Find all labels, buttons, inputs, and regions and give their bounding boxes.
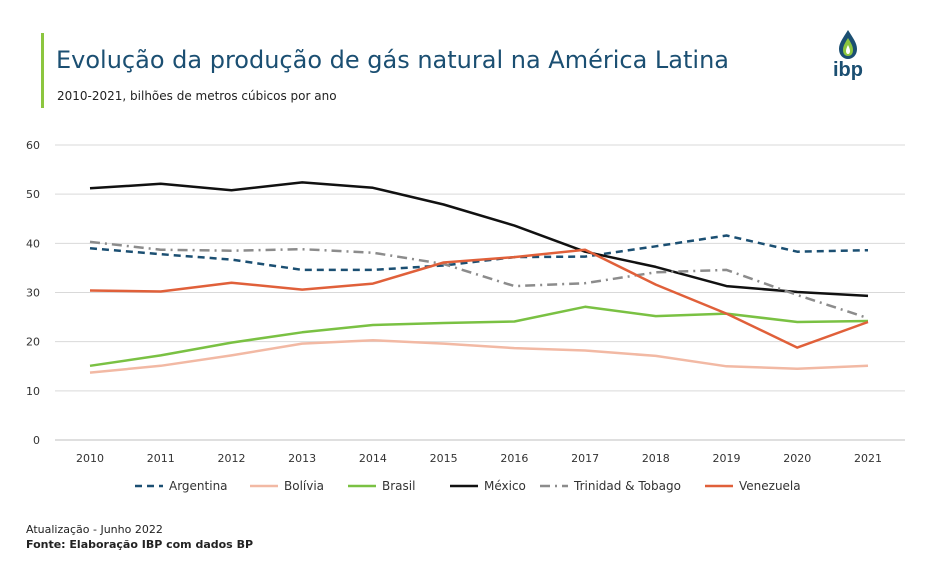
logo-wordmark: ibp	[833, 59, 863, 81]
x-tick-label: 2020	[783, 452, 811, 465]
legend-label-brasil: Brasil	[382, 479, 415, 493]
legend-label-argentina: Argentina	[169, 479, 228, 493]
x-tick-label: 2015	[430, 452, 458, 465]
legend-label-venezuela: Venezuela	[739, 479, 801, 493]
legend-label-mexico: México	[484, 479, 526, 493]
x-tick-label: 2017	[571, 452, 599, 465]
x-tick-label: 2011	[147, 452, 175, 465]
ibp-logo: ibp	[826, 28, 870, 84]
y-tick-label: 60	[26, 139, 40, 152]
x-tick-label: 2019	[713, 452, 741, 465]
x-tick-label: 2012	[217, 452, 245, 465]
y-tick-label: 40	[26, 237, 40, 250]
y-tick-label: 50	[26, 188, 40, 201]
update-note: Atualização - Junho 2022	[26, 523, 163, 536]
x-tick-label: 2014	[359, 452, 387, 465]
x-tick-label: 2013	[288, 452, 316, 465]
x-tick-label: 2018	[642, 452, 670, 465]
series-line-argentina	[89, 234, 869, 272]
series-line-brasil	[89, 305, 869, 368]
chart-subtitle: 2010-2021, bilhões de metros cúbicos por…	[57, 89, 337, 103]
y-tick-label: 10	[26, 385, 40, 398]
y-tick-label: 0	[33, 434, 40, 447]
y-tick-label: 30	[26, 287, 40, 300]
series-line-venezuela	[89, 248, 869, 349]
legend-label-bolivia: Bolívia	[284, 479, 324, 493]
x-tick-label: 2010	[76, 452, 104, 465]
y-tick-label: 20	[26, 336, 40, 349]
series-line-trinidad-tobago	[89, 240, 869, 320]
x-tick-label: 2016	[500, 452, 528, 465]
x-tick-label: 2021	[854, 452, 882, 465]
series-line-mexico	[89, 181, 869, 298]
title-accent-bar	[41, 33, 44, 108]
legend-label-trinidad-tobago: Trinidad & Tobago	[573, 479, 681, 493]
page-title: Evolução da produção de gás natural na A…	[56, 46, 729, 74]
flame-drop-icon	[839, 30, 857, 59]
source-note: Fonte: Elaboração IBP com dados BP	[26, 538, 254, 551]
series-line-bolivia	[89, 338, 869, 374]
